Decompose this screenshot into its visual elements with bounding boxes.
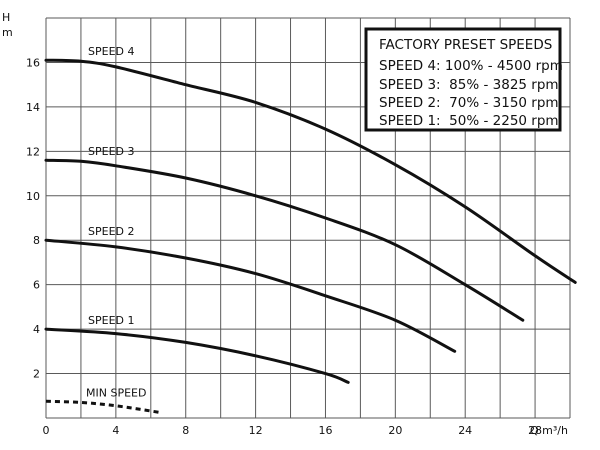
y-axis-label-h: H [2, 11, 10, 24]
x-tick-label: 28 [528, 424, 542, 437]
x-tick-label: 8 [182, 424, 189, 437]
legend-entry-speed-2: SPEED 2: 70% - 3150 rpm [379, 95, 559, 111]
legend-box [364, 27, 562, 132]
curves [44, 58, 577, 414]
x-tick-label: 20 [388, 424, 402, 437]
curve-speed-3 [44, 158, 525, 322]
series-label-speed-2: SPEED 2 [88, 225, 134, 238]
legend: FACTORY PRESET SPEEDS SPEED 4: 100% - 45… [364, 27, 563, 132]
x-tick-labels: 0 4 8 12 16 20 24 28 [43, 424, 543, 437]
y-tick-labels: 2 4 6 8 10 12 14 16 [26, 56, 40, 380]
x-tick-label: 4 [112, 424, 119, 437]
y-tick-label: 16 [26, 56, 40, 69]
x-tick-label: 12 [249, 424, 263, 437]
x-tick-label: 16 [318, 424, 332, 437]
series-label-speed-3: SPEED 3 [88, 145, 134, 158]
curve-speed-1 [44, 327, 350, 384]
y-tick-label: 4 [33, 323, 40, 336]
x-tick-label: 0 [43, 424, 50, 437]
series-label-speed-1: SPEED 1 [88, 314, 134, 327]
curve-min-speed [45, 399, 160, 414]
y-tick-label: 12 [26, 145, 40, 158]
series-labels: SPEED 4 SPEED 3 SPEED 2 SPEED 1 MIN SPEED [86, 45, 146, 399]
y-axis-label-unit: m [2, 26, 13, 39]
legend-entry-speed-1: SPEED 1: 50% - 2250 rpm [379, 113, 559, 129]
x-axis-label: Q m³/h [530, 424, 568, 437]
series-label-min-speed: MIN SPEED [86, 386, 146, 399]
y-tick-label: 6 [33, 279, 40, 292]
y-tick-label: 8 [33, 234, 40, 247]
y-tick-label: 2 [33, 368, 40, 381]
curve-speed-2 [44, 238, 457, 353]
series-label-speed-4: SPEED 4 [88, 45, 134, 58]
legend-entry-speed-3: SPEED 3: 85% - 3825 rpm [379, 77, 559, 93]
legend-entry-speed-4: SPEED 4: 100% - 4500 rpm [379, 58, 563, 74]
legend-title: FACTORY PRESET SPEEDS [379, 37, 552, 53]
y-tick-label: 10 [26, 190, 40, 203]
x-tick-label: 24 [458, 424, 472, 437]
curve-speed-4 [44, 58, 577, 284]
y-tick-label: 14 [26, 101, 40, 114]
